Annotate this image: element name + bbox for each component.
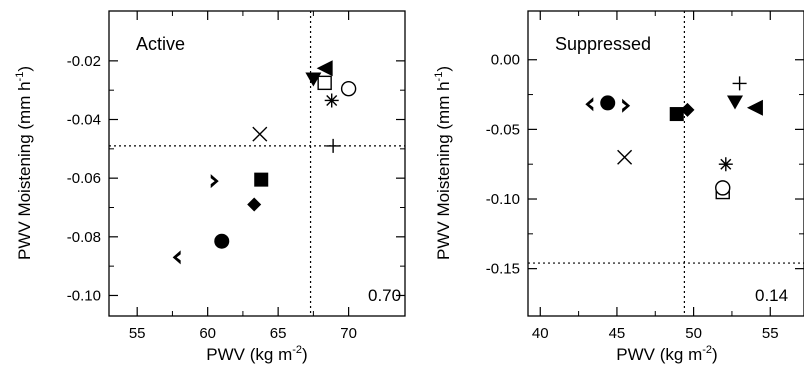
point-x-cross [252, 126, 268, 142]
point-diamond-filled [680, 102, 695, 117]
x-tick-label: 60 [199, 325, 216, 342]
plot-frame [108, 10, 406, 317]
axis-ticks [109, 11, 405, 316]
y-tick-label: -0.15 [486, 261, 520, 278]
corner-value: 0.70 [368, 286, 401, 305]
y-axis-label: PWV Moistening (mm h-1) [14, 66, 34, 260]
panel-label: Suppressed [555, 34, 651, 54]
y-tick-label: -0.04 [67, 112, 101, 129]
point-tri-down-filled [305, 72, 322, 87]
point-tri-left-small [585, 97, 594, 112]
point-plus [732, 76, 747, 91]
point-tri-left-filled [746, 99, 763, 116]
y-tick-label: -0.10 [67, 287, 101, 304]
plot-frame [527, 10, 804, 317]
point-tri-right-small [210, 174, 219, 189]
point-asterisk [324, 93, 339, 108]
point-square-filled [254, 172, 269, 187]
axis-ticks [528, 11, 804, 316]
x-tick-label: 70 [340, 325, 357, 342]
corner-value: 0.14 [755, 286, 788, 305]
tick-labels: 40 45 50 55 0.00 -0.05 -0.10 -0.15 [486, 52, 779, 342]
point-circle-open [340, 81, 357, 97]
point-plus [326, 138, 341, 153]
point-diamond-filled [247, 197, 262, 212]
reference-lines [528, 11, 804, 316]
x-tick-label: 40 [532, 325, 549, 342]
point-asterisk [718, 157, 733, 172]
point-circle-open [715, 180, 731, 196]
x-axis-label: PWV (kg m-2) [206, 344, 307, 364]
suppressed-panel: 40 45 50 55 0.00 -0.05 -0.10 -0.15 Suppressed 0… [433, 10, 804, 364]
x-tick-label: 55 [129, 325, 146, 342]
data-points [172, 60, 357, 265]
reference-lines [109, 11, 405, 316]
point-square-filled [669, 107, 684, 122]
point-tri-down-filled [727, 95, 743, 110]
y-tick-label: -0.08 [67, 229, 101, 246]
x-axis-label: PWV (kg m-2) [616, 344, 717, 364]
active-panel: 55 60 65 70 -0.10 -0.08 -0.06 -0.04 -0.02 Active… [14, 10, 406, 364]
y-tick-label: -0.10 [486, 191, 520, 208]
point-circle-filled [214, 233, 230, 249]
x-tick-label: 45 [609, 325, 626, 342]
data-points [585, 76, 763, 200]
point-square-open [317, 75, 332, 91]
x-tick-label: 55 [762, 325, 779, 342]
x-tick-label: 65 [270, 325, 287, 342]
point-x-cross [617, 149, 633, 165]
y-tick-label: -0.02 [67, 53, 101, 70]
y-axis-label: PWV Moistening (mm h-1) [433, 66, 453, 260]
point-tri-left-small [172, 250, 181, 265]
y-tick-label: -0.06 [67, 170, 101, 187]
point-circle-filled [600, 95, 616, 111]
y-tick-label: 0.00 [491, 52, 520, 69]
y-tick-label: -0.05 [486, 121, 520, 138]
point-tri-left-filled [316, 60, 333, 77]
point-tri-right-small [622, 98, 631, 113]
panel-label: Active [136, 34, 185, 54]
tick-labels: 55 60 65 70 -0.10 -0.08 -0.06 -0.04 -0.02 [67, 53, 357, 342]
x-tick-label: 50 [685, 325, 702, 342]
